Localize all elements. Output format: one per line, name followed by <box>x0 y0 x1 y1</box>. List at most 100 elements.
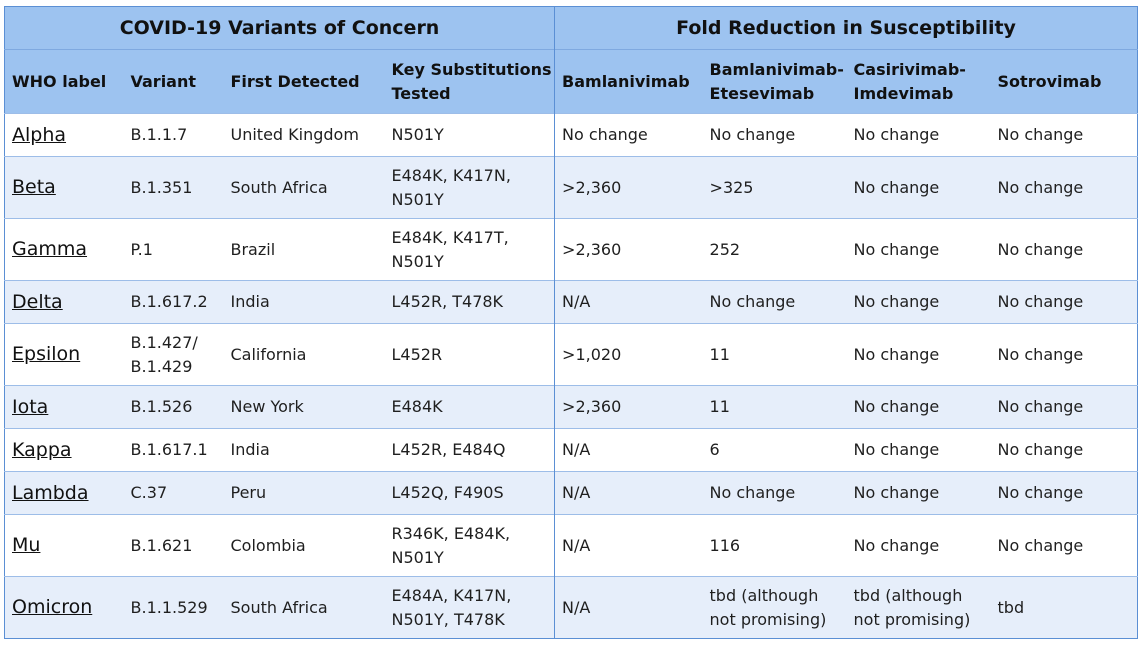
cell-line: E484K <box>391 397 443 416</box>
cell-line: No change <box>853 483 940 502</box>
who-label-link[interactable]: Epsilon <box>12 343 81 365</box>
who-label-link[interactable]: Lambda <box>12 481 89 504</box>
cell-key-substitutions: E484K, K417T, N501Y <box>384 218 556 281</box>
cell-sotrovimab: No change <box>990 514 1138 577</box>
cell-who-label: Lambda <box>4 471 124 515</box>
cell-line: tbd (although <box>853 585 963 605</box>
cell-line: No change <box>709 125 796 144</box>
cell-first-detected: South Africa <box>223 156 385 219</box>
table-row: Epsilon B.1.427/B.1.429 California L452R >1,… <box>4 323 1138 386</box>
cell-line: California <box>230 344 307 364</box>
cell-line: B.1.617.1 <box>130 440 208 459</box>
group-header-row: COVID-19 Variants of Concern Fold Reduct… <box>4 6 1138 50</box>
cell-line: not promising) <box>853 609 971 629</box>
cell-line: P.1 <box>130 239 153 259</box>
who-label-link[interactable]: Gamma <box>12 238 88 260</box>
cell-bamlanivimab-etesevimab: No change <box>702 280 847 324</box>
cell-line: B.1.617.2 <box>130 292 208 311</box>
cell-sotrovimab: No change <box>990 428 1138 472</box>
cell-first-detected: Peru <box>223 471 385 515</box>
table-row: Omicron B.1.1.529 South Africa E484A, K417N… <box>4 576 1138 639</box>
cell-line: N501Y <box>391 547 444 567</box>
cell-line: No change <box>997 125 1084 144</box>
cell-who-label: Alpha <box>4 113 124 157</box>
cell-line: >1,020 <box>562 344 622 364</box>
table-row: Iota B.1.526 New York E484K >2,360 11 No chang… <box>4 385 1138 429</box>
who-label-link[interactable]: Kappa <box>12 438 72 461</box>
cell-line: No change <box>562 125 648 144</box>
column-header-bamlanivimab: Bamlanivimab <box>554 49 703 114</box>
cell-variant: B.1.427/B.1.429 <box>123 323 224 386</box>
column-header-line: Imdevimab <box>853 83 954 103</box>
cell-line: New York <box>230 397 304 416</box>
cell-line: tbd <box>997 597 1025 617</box>
who-label-link[interactable]: Iota <box>12 395 49 418</box>
cell-bamlanivimab-etesevimab: 252 <box>702 218 847 281</box>
cell-first-detected: United Kingdom <box>223 113 385 157</box>
cell-key-substitutions: E484K, K417N, N501Y <box>384 156 556 219</box>
cell-line: E484K, K417N, <box>391 165 511 185</box>
cell-key-substitutions: L452R, T478K <box>384 280 556 324</box>
cell-line: B.1.1.7 <box>130 125 188 144</box>
cell-variant: B.1.351 <box>123 156 224 219</box>
variants-table-body: Alpha B.1.1.7 United Kingdom N501Y No change… <box>4 113 1138 639</box>
cell-casirivimab-imdevimab: No change <box>846 385 991 429</box>
cell-line: N/A <box>562 440 591 459</box>
cell-line: No change <box>997 344 1084 364</box>
column-header-line: Variant <box>130 71 197 91</box>
cell-sotrovimab: No change <box>990 280 1138 324</box>
cell-line: B.1.429 <box>130 356 193 376</box>
column-header-variant: Variant <box>123 49 224 114</box>
who-label-link[interactable]: Alpha <box>12 123 67 146</box>
cell-line: N501Y <box>391 251 444 271</box>
cell-line: No change <box>997 535 1084 555</box>
cell-sotrovimab: No change <box>990 156 1138 219</box>
cell-who-label: Beta <box>4 156 124 219</box>
who-label-link[interactable]: Omicron <box>12 596 93 618</box>
cell-bamlanivimab: >2,360 <box>554 156 703 219</box>
cell-line: No change <box>997 292 1084 311</box>
table-row: Delta B.1.617.2 India L452R, T478K N/A No cha… <box>4 280 1138 324</box>
cell-line: No change <box>709 483 796 502</box>
cell-casirivimab-imdevimab: No change <box>846 471 991 515</box>
cell-line: N501Y <box>391 125 444 144</box>
column-header-line: Key Substitutions <box>391 59 552 79</box>
column-header-row: WHO label Variant First Detected Key Substi… <box>4 49 1138 114</box>
cell-variant: B.1.1.7 <box>123 113 224 157</box>
cell-casirivimab-imdevimab: No change <box>846 218 991 281</box>
cell-who-label: Delta <box>4 280 124 324</box>
who-label-link[interactable]: Beta <box>12 176 56 198</box>
cell-bamlanivimab-etesevimab: 11 <box>702 385 847 429</box>
cell-key-substitutions: L452Q, F490S <box>384 471 556 515</box>
cell-bamlanivimab-etesevimab: No change <box>702 471 847 515</box>
column-header-line: WHO label <box>12 71 107 91</box>
cell-bamlanivimab-etesevimab: tbd (although not promising) <box>702 576 847 639</box>
cell-sotrovimab: No change <box>990 113 1138 157</box>
cell-line: Brazil <box>230 239 276 259</box>
group-header-susceptibility: Fold Reduction in Susceptibility <box>554 6 1138 50</box>
cell-bamlanivimab-etesevimab: >325 <box>702 156 847 219</box>
cell-key-substitutions: E484K <box>384 385 556 429</box>
cell-line: United Kingdom <box>230 125 359 144</box>
cell-line: 6 <box>709 440 720 459</box>
cell-first-detected: South Africa <box>223 576 385 639</box>
cell-line: No change <box>709 292 796 311</box>
cell-sotrovimab: No change <box>990 385 1138 429</box>
who-label-link[interactable]: Delta <box>12 290 63 313</box>
column-header-line: Tested <box>391 83 451 103</box>
cell-bamlanivimab: No change <box>554 113 703 157</box>
cell-key-substitutions: E484A, K417N, N501Y, T478K <box>384 576 556 639</box>
cell-first-detected: Colombia <box>223 514 385 577</box>
column-header-line: Casirivimab- <box>853 59 966 79</box>
cell-key-substitutions: R346K, E484K, N501Y <box>384 514 556 577</box>
cell-key-substitutions: L452R <box>384 323 556 386</box>
cell-line: No change <box>853 292 940 311</box>
cell-casirivimab-imdevimab: No change <box>846 113 991 157</box>
who-label-link[interactable]: Mu <box>12 534 41 556</box>
cell-line: South Africa <box>230 597 328 617</box>
cell-line: not promising) <box>709 609 827 629</box>
cell-line: tbd (although <box>709 585 819 605</box>
cell-line: No change <box>853 125 940 144</box>
cell-line: No change <box>997 483 1084 502</box>
cell-bamlanivimab-etesevimab: 6 <box>702 428 847 472</box>
